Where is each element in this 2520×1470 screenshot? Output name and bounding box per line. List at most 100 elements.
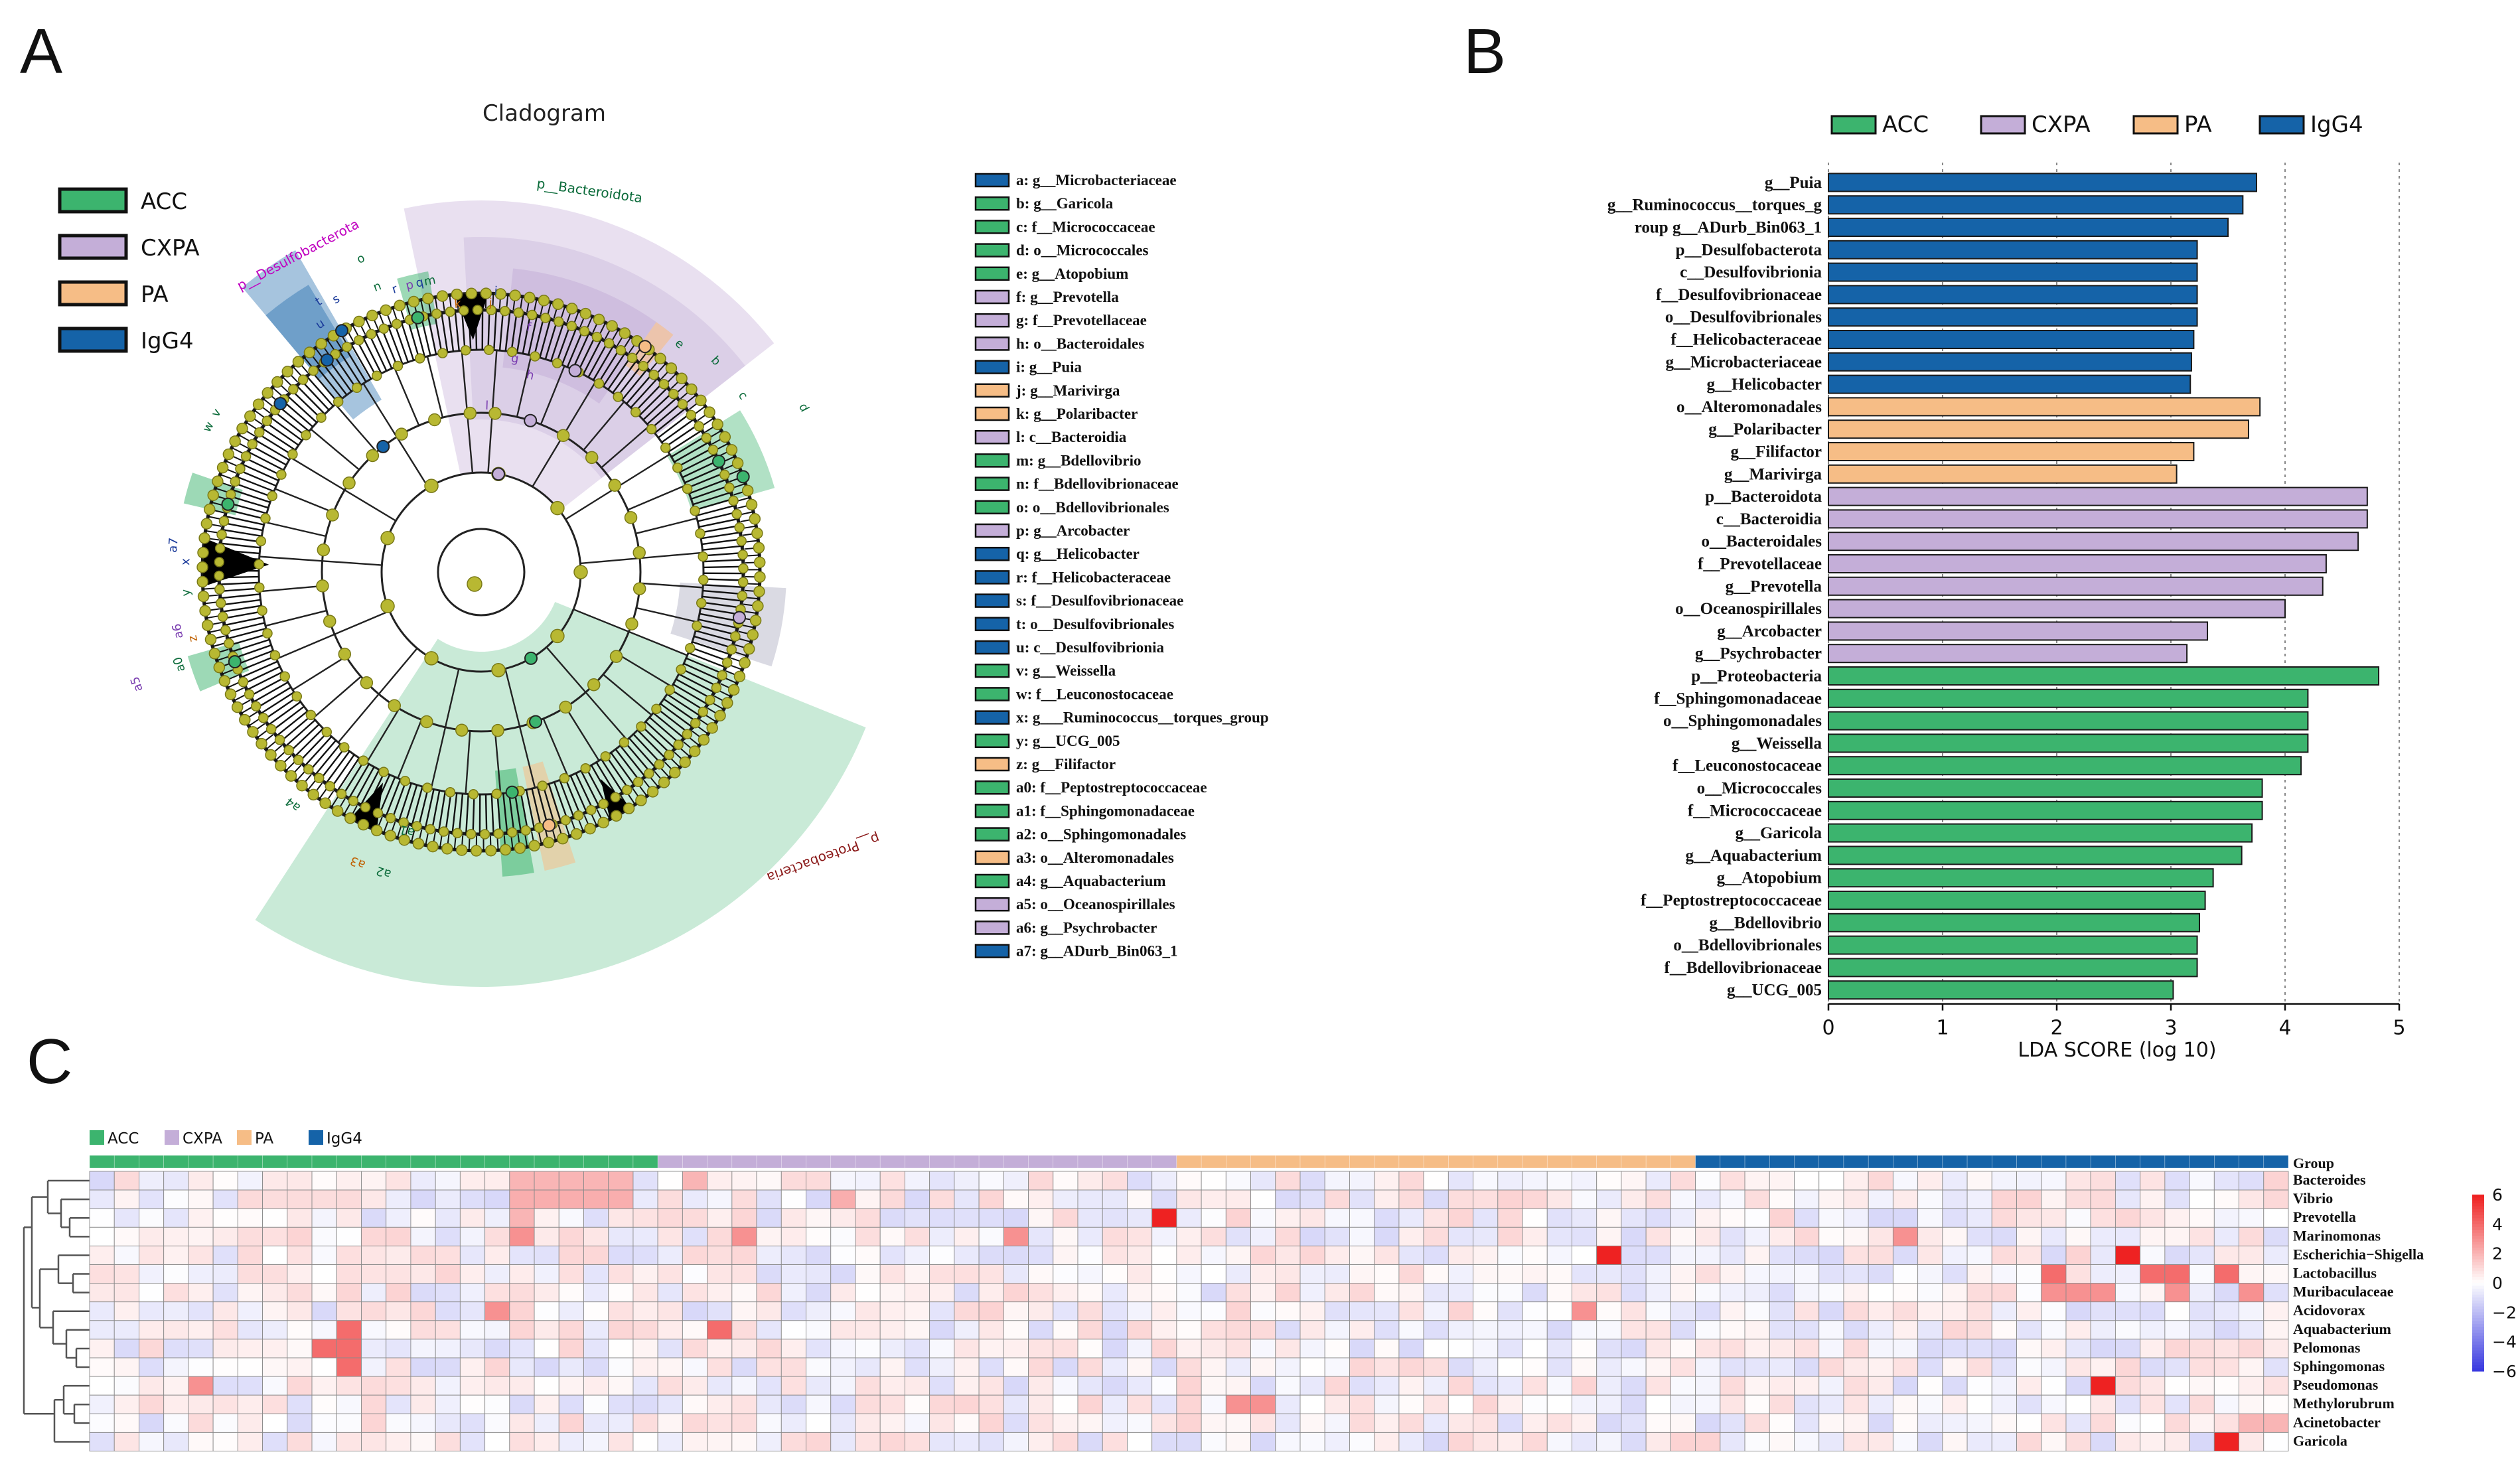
tree-branch <box>621 367 650 401</box>
heatmap-cell <box>707 1320 733 1340</box>
heatmap-cell <box>509 1357 535 1377</box>
heatmap-cell <box>2213 1189 2240 1209</box>
heatmap-cell <box>237 1283 263 1303</box>
heatmap-cell <box>2114 1301 2141 1321</box>
heatmap-group-cell <box>657 1155 683 1169</box>
heatmap-cell <box>1522 1264 1548 1284</box>
panel-letter-b: B <box>1463 16 1506 87</box>
lda-bar-label: c__Bacteroidia <box>1716 510 1822 528</box>
tree-node <box>197 590 210 603</box>
tree-node <box>603 338 615 348</box>
heatmap-cell <box>830 1283 856 1303</box>
heatmap-cell <box>1942 1245 1968 1265</box>
heatmap-cell <box>1818 1432 1844 1451</box>
heatmap-cell <box>1720 1357 1745 1377</box>
tree-node <box>348 796 359 806</box>
tree-node <box>465 287 478 300</box>
heatmap-cell <box>212 1320 238 1340</box>
tree-node <box>664 749 674 761</box>
heatmap-cell <box>1201 1171 1226 1191</box>
heatmap-cell <box>2114 1189 2141 1209</box>
heatmap-cell <box>2263 1245 2289 1265</box>
lda-bar-label: g__Aquabacterium <box>1685 847 1822 865</box>
heatmap-group-cell <box>2214 1155 2239 1169</box>
tree-branch <box>378 776 396 816</box>
heatmap-cell <box>954 1189 980 1209</box>
heatmap-cell <box>287 1189 313 1209</box>
tree-node <box>285 770 297 782</box>
heatmap-cell <box>287 1376 313 1396</box>
heatmap-cell <box>1473 1339 1499 1359</box>
key-label-l: l: c__Bacteroidia <box>1016 429 1127 445</box>
heatmap-row-label: Methylorubrum <box>2293 1395 2395 1412</box>
heatmap-cell <box>1053 1171 1078 1191</box>
heatmap-cell <box>879 1189 905 1209</box>
heatmap-cell <box>484 1413 510 1433</box>
heatmap-cell <box>1645 1189 1671 1209</box>
tree-branch <box>694 635 735 650</box>
lda-tick-label: 3 <box>2164 1017 2177 1040</box>
cladogram-letter-d: d <box>796 401 812 414</box>
heatmap-cell <box>1596 1264 1622 1284</box>
heatmap-cell <box>978 1171 1004 1191</box>
heatmap-cell <box>904 1339 930 1359</box>
tree-node <box>706 722 718 734</box>
tree-branch <box>624 741 652 774</box>
tree-node <box>414 353 425 364</box>
tree-branch <box>334 404 378 453</box>
heatmap-cell <box>1201 1376 1226 1396</box>
tree-branch <box>628 737 658 770</box>
lda-bar <box>1828 307 2198 327</box>
heatmap-cell <box>608 1245 634 1265</box>
heatmap-cell <box>311 1226 337 1246</box>
tree-node <box>204 633 217 646</box>
tree-node <box>619 327 631 339</box>
heatmap-cell <box>1151 1264 1177 1284</box>
tree-branch <box>276 610 390 660</box>
heatmap-cell <box>1447 1432 1474 1451</box>
heatmap-cell <box>138 1394 165 1414</box>
heatmap-cell <box>632 1301 658 1321</box>
heatmap-cell <box>1349 1413 1375 1433</box>
heatmap-cell <box>1744 1339 1770 1359</box>
heatmap-cell <box>1126 1226 1153 1246</box>
lda-bar-label: o__Micrococcales <box>1697 780 1822 798</box>
heatmap-cell <box>1324 1376 1350 1396</box>
tree-branch <box>264 521 327 538</box>
tree-node <box>665 362 678 374</box>
heatmap-cell <box>361 1208 387 1228</box>
heatmap-cell <box>2189 1189 2215 1209</box>
heatmap-cell <box>1695 1413 1721 1433</box>
color-scale-step <box>2472 1203 2484 1207</box>
tree-node <box>625 617 638 630</box>
tree-node <box>216 529 227 540</box>
heatmap-cell <box>1670 1245 1696 1265</box>
heatmap-cell <box>336 1245 362 1265</box>
tree-node <box>422 782 433 793</box>
tree-node <box>664 684 675 696</box>
heatmap-cell <box>237 1432 263 1451</box>
lda-bar <box>1828 330 2195 349</box>
heatmap-cell <box>435 1171 461 1191</box>
heatmap-cell <box>608 1320 634 1340</box>
heatmap-cell <box>1423 1301 1449 1321</box>
heatmap-cell <box>1201 1189 1226 1209</box>
heatmap-cell <box>1324 1394 1350 1414</box>
heatmap-cell <box>2114 1171 2141 1191</box>
tree-node <box>200 518 213 530</box>
heatmap-cell <box>1275 1357 1301 1377</box>
heatmap-group-cell <box>262 1155 288 1169</box>
heatmap-cell <box>361 1320 387 1340</box>
tree-biomarker-node <box>411 311 425 325</box>
tree-node <box>380 530 395 546</box>
heatmap-cell <box>1695 1208 1721 1228</box>
heatmap-cell <box>1250 1171 1276 1191</box>
heatmap-cell <box>1546 1171 1572 1191</box>
heatmap-cell <box>188 1301 214 1321</box>
heatmap-cell <box>1769 1339 1795 1359</box>
heatmap-cell <box>212 1283 238 1303</box>
heatmap-cell <box>2263 1357 2289 1377</box>
cladogram-letter-a5: a5 <box>128 675 146 694</box>
heatmap-cell <box>1942 1413 1968 1433</box>
tree-node <box>698 706 708 717</box>
